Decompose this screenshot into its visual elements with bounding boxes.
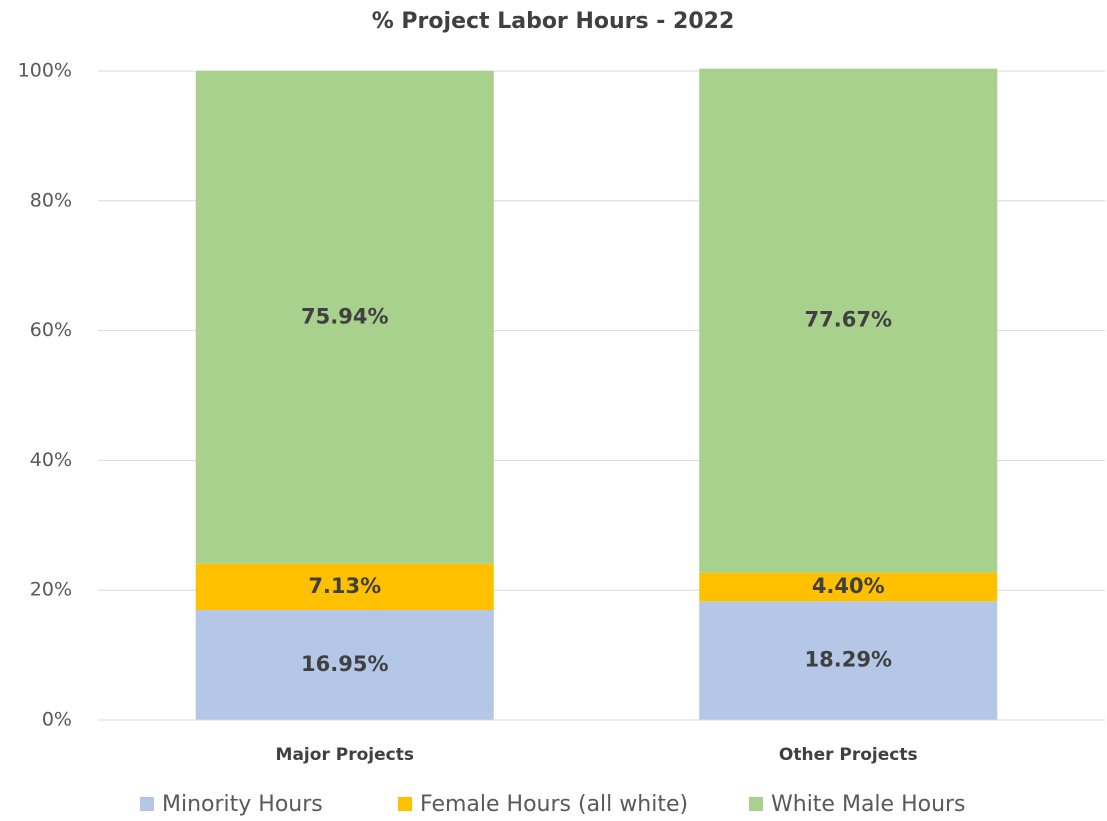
bar-segment: [699, 601, 998, 720]
data-label: 16.95%: [301, 652, 388, 676]
y-tick-label: 80%: [30, 189, 72, 211]
y-tick-label: 100%: [18, 60, 72, 82]
data-label: 75.94%: [301, 304, 388, 328]
legend-label: White Male Hours: [771, 792, 966, 817]
y-tick-label: 40%: [30, 449, 72, 471]
data-label: 7.13%: [308, 574, 381, 598]
legend-swatch: [140, 797, 154, 811]
bar-segment: [699, 572, 998, 602]
data-label: 18.29%: [805, 648, 892, 672]
bar-segment: [195, 70, 494, 564]
y-tick-label: 20%: [30, 579, 72, 601]
legend-label: Minority Hours: [162, 792, 323, 817]
x-tick-label: Major Projects: [276, 745, 414, 765]
data-label: 4.40%: [812, 574, 885, 598]
bar-segment: [699, 68, 998, 573]
legend-label: Female Hours (all white): [420, 792, 688, 817]
y-tick-label: 0%: [42, 709, 72, 731]
y-tick-label: 60%: [30, 319, 72, 341]
legend-swatch: [398, 797, 412, 811]
x-tick-label: Other Projects: [779, 745, 918, 765]
legend-swatch: [749, 797, 763, 811]
chart-title: % Project Labor Hours - 2022: [372, 9, 735, 34]
bar-segment: [195, 563, 494, 610]
data-label: 77.67%: [805, 308, 892, 332]
bar-segment: [195, 609, 494, 720]
